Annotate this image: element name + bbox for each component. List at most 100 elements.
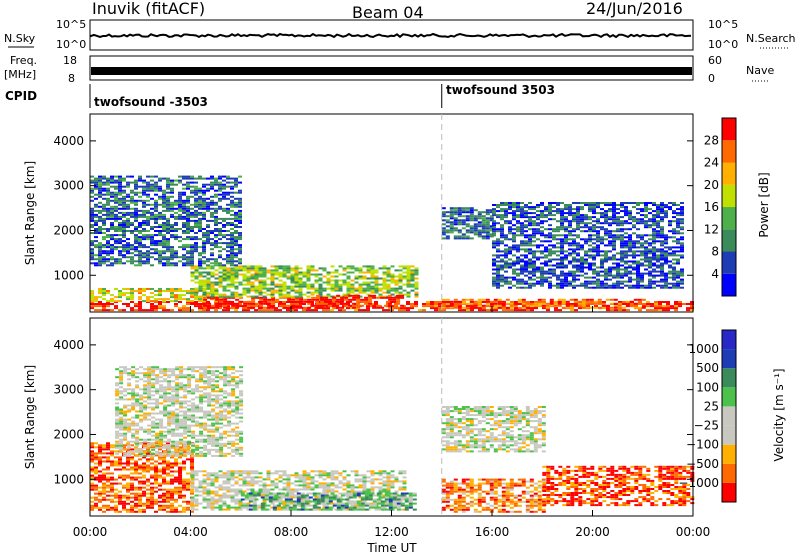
heatmap-cell	[222, 496, 227, 499]
heatmap-cell	[90, 454, 94, 457]
heatmap-cell	[114, 500, 118, 503]
heatmap-cell	[600, 208, 604, 211]
heatmap-cell	[554, 307, 558, 310]
heatmap-cell	[532, 224, 536, 227]
heatmap-cell	[306, 285, 311, 288]
heatmap-cell	[94, 181, 98, 184]
heatmap-cell	[576, 236, 580, 239]
heatmap-cell	[134, 183, 138, 186]
heatmap-cell	[242, 291, 247, 294]
heatmap-cell	[386, 289, 391, 292]
heatmap-cell	[660, 216, 664, 219]
heatmap-cell	[162, 498, 166, 501]
heatmap-cell	[110, 205, 114, 208]
heatmap-cell	[449, 215, 454, 218]
heatmap-cell	[222, 265, 227, 268]
heatmap-cell	[580, 208, 584, 211]
heatmap-cell	[600, 240, 604, 243]
heatmap-cell	[158, 500, 162, 503]
heatmap-cell	[656, 240, 660, 243]
heatmap-cell	[664, 280, 668, 283]
heatmap-cell	[98, 179, 102, 182]
heatmap-cell	[278, 265, 283, 268]
heatmap-cell	[588, 218, 592, 221]
heatmap-cell	[182, 211, 186, 214]
heatmap-cell	[202, 217, 206, 220]
heatmap-cell	[618, 307, 622, 310]
heatmap-cell	[178, 260, 182, 263]
heatmap-cell	[194, 478, 199, 481]
heatmap-cell	[102, 468, 106, 471]
heatmap-cell	[226, 482, 231, 485]
heatmap-cell	[126, 482, 130, 485]
heatmap-cell	[560, 226, 564, 229]
heatmap-cell	[146, 183, 150, 186]
heatmap-cell	[130, 444, 134, 447]
heatmap-cell	[146, 296, 150, 299]
heatmap-cell	[90, 294, 94, 297]
heatmap-cell	[218, 295, 223, 298]
heatmap-cell	[660, 220, 664, 223]
heatmap-cell	[342, 269, 347, 272]
heatmap-cell	[294, 283, 299, 286]
heatmap-cell	[660, 280, 664, 283]
heatmap-cell	[326, 307, 330, 310]
heatmap-cell	[370, 273, 375, 276]
heatmap-cell	[520, 216, 524, 219]
heatmap-cell	[608, 274, 612, 277]
heatmap-cell	[366, 309, 370, 312]
heatmap-cell	[198, 205, 202, 208]
heatmap-cell	[186, 290, 190, 292]
heatmap-cell	[174, 290, 178, 292]
heatmap-cell	[114, 496, 118, 499]
heatmap-cell	[680, 232, 684, 235]
heatmap-cell	[198, 285, 203, 288]
heatmap-cell	[190, 303, 194, 305]
heatmap-cell	[306, 269, 311, 272]
heatmap-cell	[609, 298, 614, 301]
heatmap-cell	[465, 215, 470, 218]
heatmap-cell	[214, 300, 218, 303]
heatmap-cell	[162, 290, 166, 292]
heatmap-cell	[588, 222, 592, 225]
heatmap-cell	[672, 230, 676, 233]
heatmap-cell	[492, 220, 496, 223]
heatmap-cell	[146, 254, 150, 257]
heatmap-cell	[214, 240, 218, 243]
colorbar-segment	[722, 207, 736, 230]
heatmap-cell	[414, 269, 419, 272]
heatmap-cell	[90, 248, 94, 251]
heatmap-cell	[278, 271, 283, 274]
heatmap-cell	[616, 274, 620, 277]
heatmap-cell	[564, 278, 568, 281]
heatmap-cell	[238, 219, 242, 222]
heatmap-cell	[90, 175, 94, 178]
heatmap-cell	[441, 298, 446, 301]
heatmap-cell	[118, 183, 122, 186]
heatmap-cell	[644, 204, 648, 206]
heatmap-cell	[214, 177, 218, 180]
heatmap-cell	[158, 211, 162, 214]
heatmap-cell	[226, 262, 230, 265]
heatmap-cell	[374, 269, 379, 272]
heatmap-cell	[246, 275, 251, 278]
heatmap-cell	[203, 296, 208, 299]
heatmap-cell	[122, 207, 126, 210]
heatmap-cell	[544, 234, 548, 237]
heatmap-cell	[267, 300, 272, 303]
heatmap-cell	[346, 271, 351, 274]
heatmap-cell	[398, 265, 403, 268]
heatmap-cell	[98, 498, 102, 501]
heatmap-cell	[481, 306, 486, 309]
heatmap-cell	[102, 177, 106, 180]
heatmap-cell	[114, 478, 118, 481]
heatmap-cell	[174, 199, 178, 202]
heatmap-cell	[366, 281, 371, 284]
heatmap-cell	[222, 224, 226, 226]
heatmap-cell	[540, 230, 544, 233]
heatmap-cell	[206, 207, 210, 210]
heatmap-cell	[605, 298, 610, 301]
heatmap-cell	[150, 228, 154, 230]
heatmap-cell	[182, 226, 186, 228]
heatmap-cell	[166, 177, 170, 180]
